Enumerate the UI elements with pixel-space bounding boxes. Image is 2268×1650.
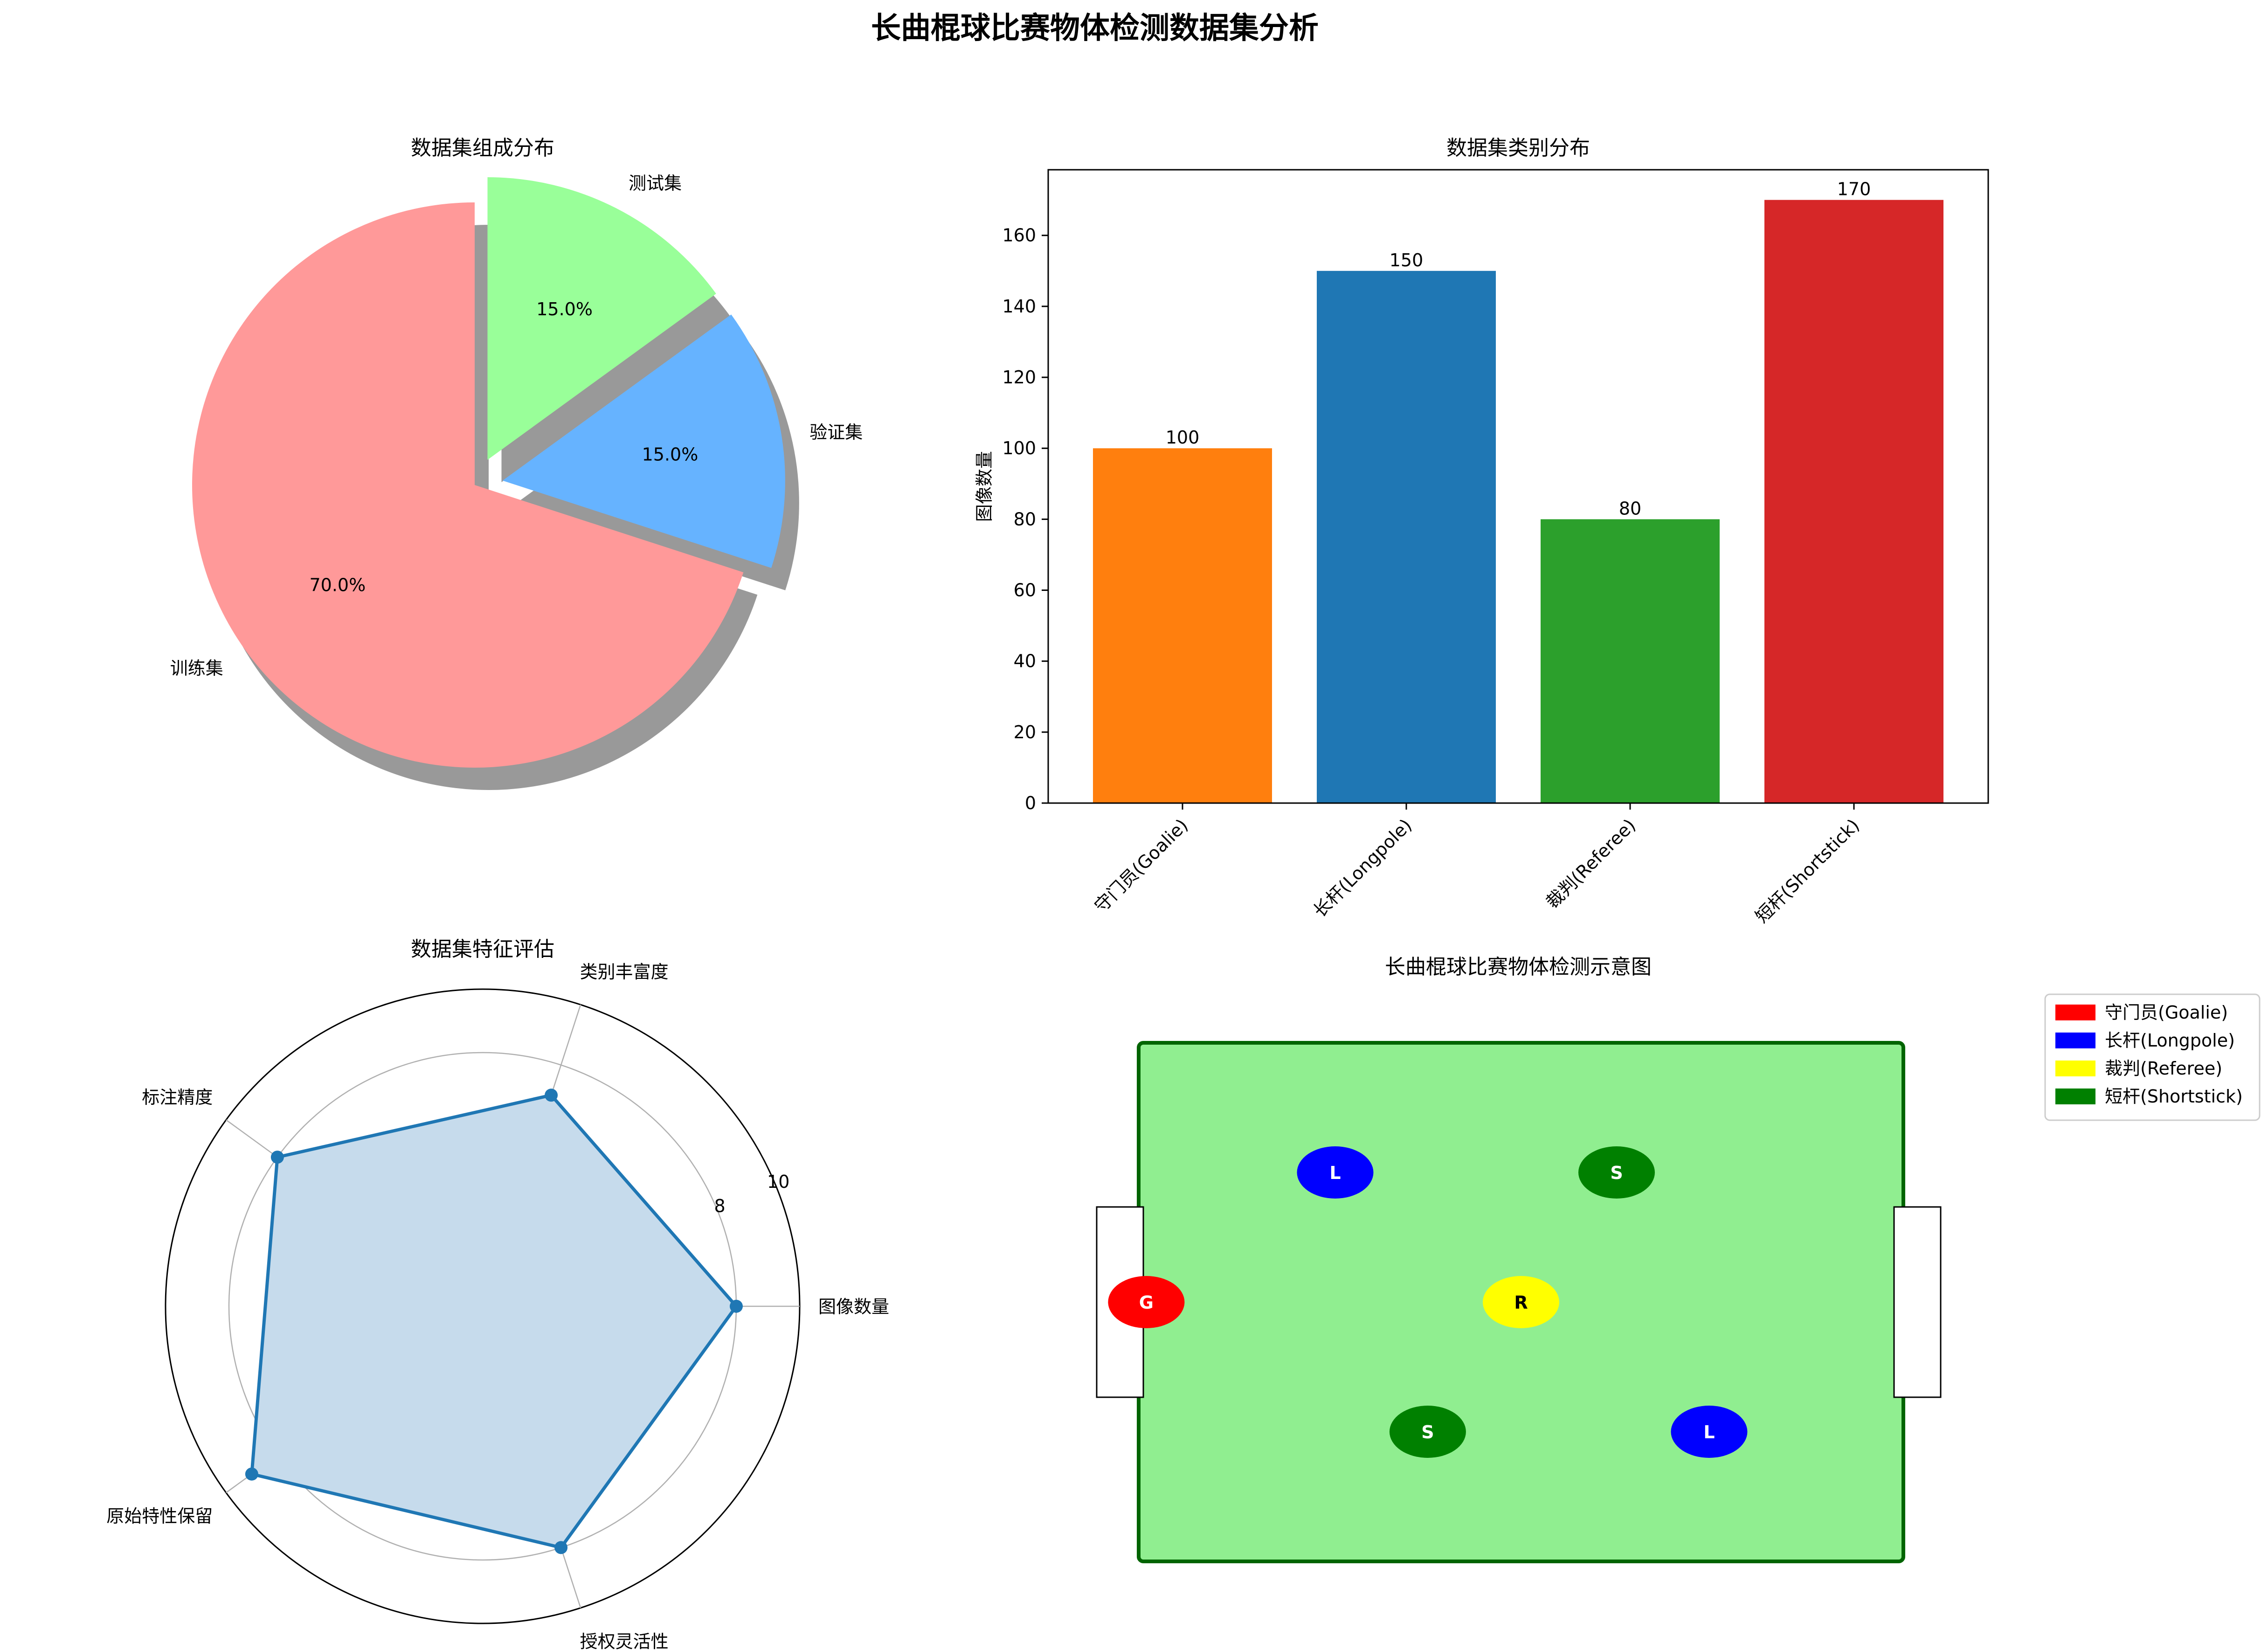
pie-wedge-2 (487, 177, 716, 460)
legend-swatch-2 (2055, 1061, 2095, 1076)
player-label-5: L (1703, 1422, 1715, 1442)
player-label-0: G (1139, 1292, 1154, 1313)
player-label-3: R (1514, 1292, 1528, 1313)
pie-wedge-1 (502, 314, 785, 568)
pie-label-2: 测试集 (629, 173, 682, 194)
legend-swatch-1 (2055, 1033, 2095, 1048)
radar-axis-label-3: 原始特性保留 (106, 1506, 213, 1526)
player-marker-4 (1389, 1406, 1466, 1458)
radar-point-3 (245, 1467, 258, 1481)
pie-pct-label-0: 70.0% (309, 575, 366, 596)
bar-3 (1764, 200, 1943, 804)
bar-value-label-0: 100 (1166, 427, 1200, 448)
bar-ytick-label-8: 160 (1002, 225, 1036, 246)
pie-wedge-0 (192, 202, 744, 768)
legend-swatch-3 (2055, 1088, 2095, 1104)
bar-ytick-label-2: 40 (1014, 651, 1036, 672)
diagram-title: 长曲棍球比赛物体检测示意图 (1385, 955, 1652, 979)
radar-rtick-label-3: 8 (714, 1196, 725, 1216)
player-label-1: L (1329, 1163, 1341, 1183)
radar-point-0 (730, 1300, 743, 1313)
radar-axis-label-0: 图像数量 (818, 1296, 889, 1317)
figure-title: 长曲棍球比赛物体检测数据集分析 (871, 11, 1319, 46)
radar-axis-label-1: 类别丰富度 (580, 962, 669, 982)
radar-axis-label-2: 标注精度 (142, 1087, 213, 1108)
bar-title: 数据集类别分布 (1446, 136, 1590, 160)
bar-ytick-label-1: 20 (1014, 722, 1036, 742)
player-marker-2 (1578, 1146, 1655, 1199)
radar-axis-label-4: 授权灵活性 (580, 1631, 669, 1650)
radar-title: 数据集特征评估 (411, 937, 554, 961)
pie-chart: 数据集组成分布 70.0% 训练集 15.0% 验证集 15.0% 测试集 (170, 136, 863, 790)
legend-label-0: 守门员(Goalie) (2105, 1002, 2228, 1023)
pie-pct-label-2: 15.0% (536, 299, 593, 319)
radar-point-4 (554, 1541, 568, 1554)
bar-axes-frame (1047, 169, 1989, 804)
bar-ytick-label-3: 60 (1014, 580, 1036, 601)
bar-value-label-1: 150 (1390, 250, 1424, 270)
legend-label-3: 短杆(Shortstick) (2105, 1086, 2243, 1107)
legend-label-1: 长杆(Longpole) (2105, 1030, 2235, 1051)
bar-1 (1317, 270, 1496, 804)
player-label-2: S (1610, 1163, 1623, 1183)
player-marker-0 (1108, 1276, 1185, 1328)
player-marker-1 (1297, 1146, 1374, 1199)
bar-ytick-label-7: 140 (1002, 296, 1036, 317)
pie-pct-label-1: 15.0% (642, 444, 698, 465)
field-diagram: 长曲棍球比赛物体检测示意图 G L S R S L 守门员(Goalie) 长杆(Longp… (1096, 955, 2261, 1563)
bar-ylabel: 图像数量 (974, 451, 995, 522)
player-label-4: S (1421, 1422, 1434, 1442)
pie-label-1: 验证集 (809, 422, 863, 443)
diagram-legend: 守门员(Goalie) 长杆(Longpole) 裁判(Referee) 短杆(Sho… (2044, 993, 2261, 1121)
bar-ytick-label-0: 0 (1025, 793, 1036, 813)
legend-swatch-0 (2055, 1005, 2095, 1020)
bar-ytick-label-5: 100 (1002, 438, 1036, 458)
bar-value-label-2: 80 (1619, 498, 1641, 519)
right-goal (1893, 1206, 1942, 1398)
radar-series-area (250, 1093, 738, 1549)
radar-point-2 (270, 1151, 284, 1164)
pie-label-0: 训练集 (170, 658, 223, 679)
legend-label-2: 裁判(Referee) (2105, 1058, 2222, 1079)
bar-ytick-label-6: 120 (1002, 367, 1036, 388)
player-marker-3 (1483, 1276, 1559, 1328)
player-marker-5 (1671, 1406, 1748, 1458)
radar-point-1 (545, 1088, 558, 1102)
bar-2 (1541, 519, 1720, 803)
pie-title: 数据集组成分布 (411, 136, 554, 160)
radar-rtick-label-4: 10 (767, 1172, 789, 1192)
bar-0 (1093, 448, 1272, 803)
bar-ytick-label-4: 80 (1014, 509, 1036, 529)
bar-value-label-3: 170 (1837, 179, 1871, 200)
